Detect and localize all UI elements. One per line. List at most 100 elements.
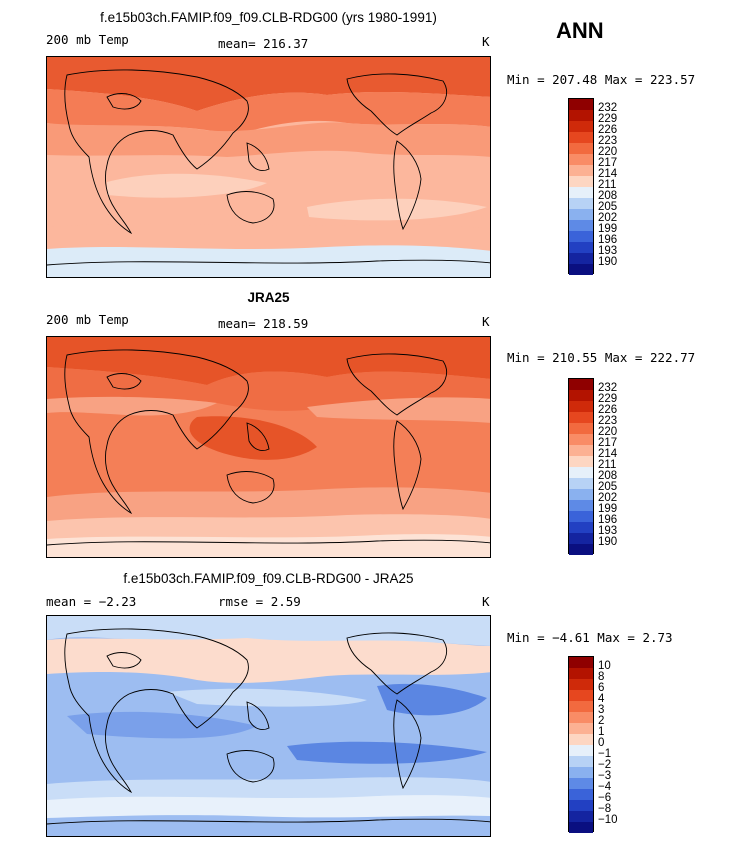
panel-1-colorbar-segment bbox=[569, 154, 593, 165]
panel-2-field-antarctic bbox=[47, 534, 490, 557]
panel-2-field-pacific-band bbox=[307, 397, 490, 423]
panel-2-colorbar-tick-label: 229 bbox=[598, 393, 618, 405]
panel-3-colorbar-segment bbox=[569, 657, 593, 668]
panel-2-minmax: Min = 210.55 Max = 222.77 bbox=[507, 350, 696, 365]
panel-2-field bbox=[47, 337, 490, 557]
panel-2-colorbar-segment bbox=[569, 379, 593, 390]
panel-2-colorbar-tick-label: 190 bbox=[598, 536, 618, 548]
panel-1-colorbar-segment bbox=[569, 198, 593, 209]
panel-3-colorbar-tick-label: −6 bbox=[598, 792, 612, 804]
panel-3-colorbar-segment bbox=[569, 811, 593, 822]
panel-3-colorbar-segment bbox=[569, 745, 593, 756]
panel-2-colorbar-segment bbox=[569, 390, 593, 401]
panel-2-colorbar-tick-label: 202 bbox=[598, 492, 618, 504]
panel-3-coastline bbox=[47, 818, 490, 825]
panel-3-mean-label: mean = −2.23 bbox=[46, 594, 137, 609]
panel-1-colorbar-segment bbox=[569, 220, 593, 231]
panel-3-coastline bbox=[64, 628, 249, 794]
panel-1-field-south-cool bbox=[307, 198, 487, 221]
panel-3-coastline bbox=[106, 652, 142, 669]
panel-1-colorbar-tick-label: 208 bbox=[598, 190, 618, 202]
panel-3-colorbar-segment bbox=[569, 712, 593, 723]
panel-1-units: K bbox=[482, 34, 490, 49]
panel-3-colorbar-segment bbox=[569, 690, 593, 701]
panel-3-colorbar-segment bbox=[569, 723, 593, 734]
panel-1-mean-value: 216.37 bbox=[263, 36, 309, 51]
panel-3-colorbar-segment bbox=[569, 679, 593, 690]
panel-2-colorbar-tick-label: 214 bbox=[598, 448, 618, 460]
panel-3-field-antarctic bbox=[47, 795, 490, 818]
panel-2-field-arctic-warm bbox=[47, 337, 490, 385]
panel-1-colorbar-tick-label: 193 bbox=[598, 245, 618, 257]
panel-1-colorbar-tick-label: 199 bbox=[598, 223, 618, 235]
panel-3-colorbar-tick-label: −3 bbox=[598, 770, 612, 782]
panel-2-mean-label: mean= 218.59 bbox=[218, 316, 309, 331]
panel-3-field-arctic bbox=[47, 616, 490, 646]
panel-3-colorbar-tick-label: 3 bbox=[598, 704, 605, 716]
panel-3-units: K bbox=[482, 594, 490, 609]
panel-3-field bbox=[47, 616, 490, 836]
panel-2-colorbar-segment bbox=[569, 500, 593, 511]
panel-3-colorbar-segment bbox=[569, 778, 593, 789]
panel-3-colorbar-tick-label: −1 bbox=[598, 748, 612, 760]
panel-1-variable-label: 200 mb Temp bbox=[46, 32, 129, 47]
panel-2-colorbar-tick-label: 205 bbox=[598, 481, 618, 493]
panel-3-colorbar-tick-label: −2 bbox=[598, 759, 612, 771]
panel-2-coastline bbox=[393, 420, 422, 511]
panel-1-minmax: Min = 207.48 Max = 223.57 bbox=[507, 72, 696, 87]
panel-2-coastline bbox=[346, 353, 447, 416]
panel-2-colorbar-tick-label: 196 bbox=[598, 514, 618, 526]
panel-1-colorbar-tick-label: 202 bbox=[598, 212, 618, 224]
panel-1-coastline bbox=[106, 93, 142, 110]
panel-1-colorbar-segment bbox=[569, 187, 593, 198]
season-label: ANN bbox=[556, 18, 604, 43]
panel-2-colorbar-segment bbox=[569, 544, 593, 555]
panel-1-coastline bbox=[226, 191, 275, 224]
panel-1-coastline bbox=[64, 69, 249, 235]
panel-3-coastline bbox=[226, 750, 275, 783]
panel-1-coastline bbox=[246, 142, 270, 172]
panel-2-colorbar-segment bbox=[569, 456, 593, 467]
panel-1-colorbar-segment bbox=[569, 132, 593, 143]
panel-2-title: JRA25 bbox=[247, 290, 290, 305]
panel-3-coastline bbox=[246, 701, 270, 731]
panel-1-colorbar-tick-label: 214 bbox=[598, 168, 618, 180]
panel-1-field-southern-band bbox=[47, 223, 490, 252]
panel-1-field bbox=[47, 57, 490, 277]
panel-2-colorbar-tick-label: 226 bbox=[598, 404, 618, 416]
panel-1-field-tropics-cool bbox=[107, 173, 267, 198]
panel-2-colorbar-segment bbox=[569, 401, 593, 412]
panel-2-colorbar-tick-label: 220 bbox=[598, 426, 618, 438]
panel-1-colorbar-segment bbox=[569, 264, 593, 275]
panel-2-colorbar-segment bbox=[569, 511, 593, 522]
panel-1-colorbar-segment bbox=[569, 110, 593, 121]
panel-1-coastline bbox=[346, 73, 447, 136]
panel-2-coastline bbox=[47, 539, 490, 546]
panel-1-colorbar-tick-label: 211 bbox=[598, 179, 617, 191]
panel-2-field-midlat bbox=[47, 396, 217, 416]
panel-2-coastline bbox=[64, 349, 249, 515]
panel-1-colorbar-segment bbox=[569, 121, 593, 132]
panel-3-colorbar-segment bbox=[569, 734, 593, 745]
panel-3-colorbar-tick-label: −10 bbox=[598, 814, 618, 826]
panel-2-colorbar-segment bbox=[569, 489, 593, 500]
panel-2-colorbar-tick-label: 217 bbox=[598, 437, 618, 449]
panel-3-colorbar-tick-label: 8 bbox=[598, 671, 605, 683]
panel-3-coastline bbox=[346, 632, 447, 695]
panel-3-colorbar-tick-label: −4 bbox=[598, 781, 612, 793]
panel-1-coastline bbox=[47, 259, 490, 266]
panel-2-map bbox=[46, 336, 491, 558]
panel-3-rmse-value: 2.59 bbox=[270, 594, 301, 609]
panel-3-minmax: Min = −4.61 Max = 2.73 bbox=[507, 630, 673, 645]
panel-2-colorbar bbox=[568, 378, 594, 555]
panel-1-colorbar-segment bbox=[569, 165, 593, 176]
panel-3-coastline bbox=[393, 699, 422, 790]
panel-3-mean-value: −2.23 bbox=[98, 594, 137, 609]
panel-1-colorbar-segment bbox=[569, 231, 593, 242]
panel-3-colorbar-tick-label: 1 bbox=[598, 726, 605, 738]
panel-3-colorbar-tick-label: 2 bbox=[598, 715, 605, 727]
panel-3-colorbar-segment bbox=[569, 756, 593, 767]
panel-3-colorbar-segment bbox=[569, 789, 593, 800]
panel-3-colorbar-tick-label: 6 bbox=[598, 682, 605, 694]
panel-2-coastline bbox=[106, 373, 142, 390]
